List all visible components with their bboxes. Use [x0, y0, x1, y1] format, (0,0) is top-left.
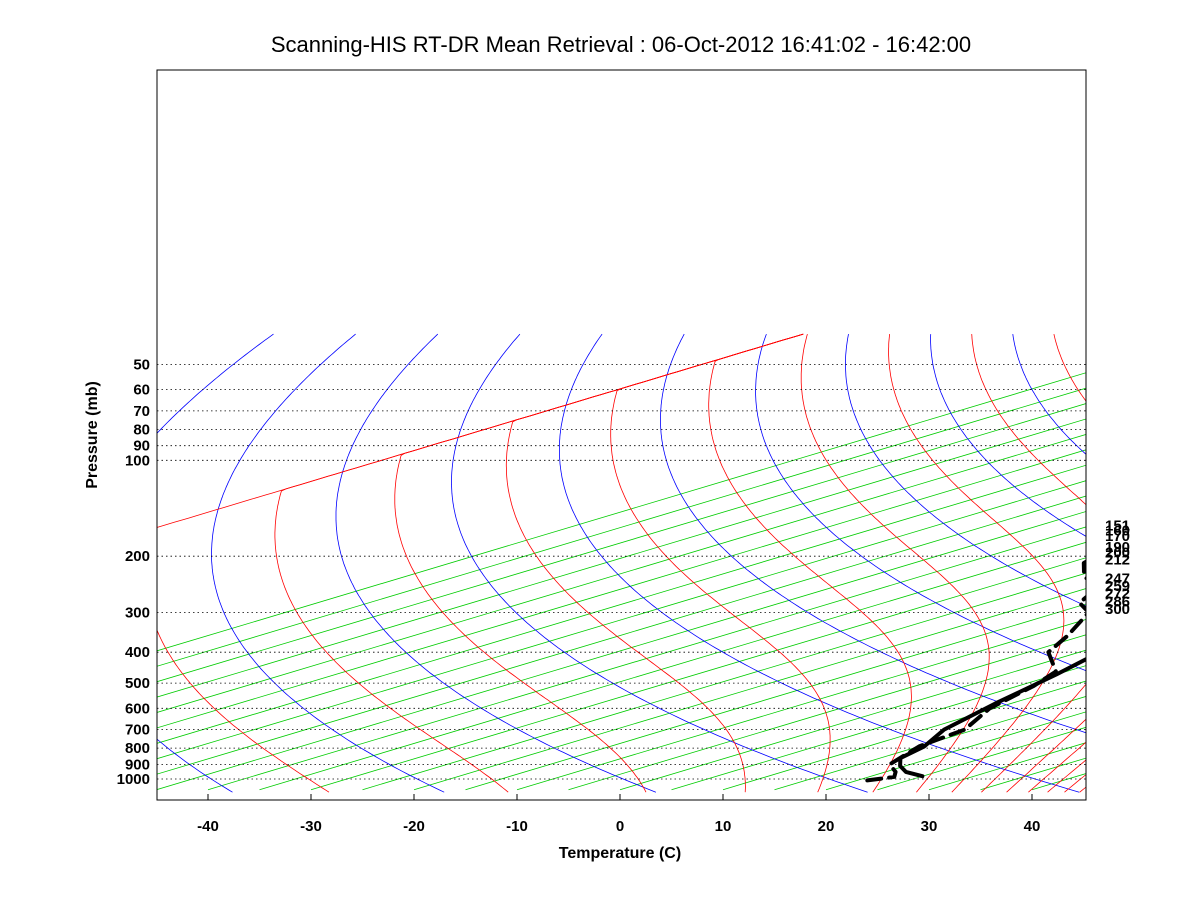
moist-adiabat-line — [708, 333, 912, 793]
isotherm-line — [568, 634, 1086, 791]
isotherm-line — [157, 387, 1086, 667]
dry-adiabat-line — [845, 334, 1086, 607]
isotherm-line — [362, 572, 1086, 791]
y-tick-label: 500 — [125, 675, 150, 692]
y-tick-label: 400 — [125, 644, 150, 661]
temperature-profile-line — [898, 656, 1086, 779]
right-label: 151 — [1105, 517, 1130, 534]
dry-adiabat-line — [157, 333, 274, 793]
isotherm-line — [157, 372, 1086, 652]
isotherm-line — [774, 696, 1086, 791]
isotherm-line — [157, 464, 1086, 744]
dry-adiabat-line — [755, 333, 1086, 672]
isotherm-line — [157, 434, 1086, 713]
isotherm-line — [157, 449, 1086, 729]
x-tick-label: -30 — [300, 818, 322, 835]
right-label: 286 — [1105, 593, 1130, 610]
dry-adiabat-line — [930, 334, 1086, 537]
isotherm-line — [157, 511, 1086, 790]
y-tick-label: 600 — [125, 700, 150, 717]
isotherm-line — [157, 480, 1086, 760]
isotherm-line — [157, 403, 1086, 683]
x-tick-label: -40 — [197, 818, 219, 835]
y-axis-label: Pressure (mb) — [84, 381, 101, 489]
isotherm-line — [310, 557, 1086, 791]
chart-title: Scanning-HIS RT-DR Mean Retrieval : 06-O… — [271, 32, 971, 57]
isotherm-line — [516, 618, 1086, 791]
y-tick-label: 90 — [133, 438, 150, 455]
dry-adiabat-line — [211, 333, 445, 793]
right-label: 160 — [1105, 522, 1130, 539]
dry-adiabat-line — [335, 333, 657, 793]
dry-adiabat-lines — [157, 333, 1086, 793]
right-label: 300 — [1105, 601, 1130, 618]
y-tick-label: 300 — [125, 604, 150, 621]
isotherm-line — [207, 526, 1086, 791]
dry-adiabat-line — [451, 333, 868, 793]
x-axis-label: Temperature (C) — [559, 845, 681, 862]
isotherm-line — [671, 665, 1086, 791]
isotherm-line — [619, 649, 1086, 791]
right-label: 212 — [1105, 552, 1130, 569]
x-tick-label: -20 — [403, 818, 425, 835]
right-label: 190 — [1105, 539, 1130, 556]
moist-adiabat-lines — [157, 333, 1086, 793]
y-tick-label: 80 — [133, 421, 150, 438]
y-tick-label: 50 — [133, 356, 150, 373]
x-tick-label: 30 — [921, 818, 938, 835]
y-tick-label: 70 — [133, 403, 150, 420]
y-tick-label: 900 — [125, 756, 150, 773]
x-tick-label: 40 — [1024, 818, 1041, 835]
moist-adiabat-line — [610, 333, 831, 793]
dry-adiabat-line — [559, 333, 1080, 793]
x-tick-label: 20 — [818, 818, 835, 835]
x-tick-label: -10 — [506, 818, 528, 835]
right-label: 272 — [1105, 586, 1130, 603]
y-tick-label: 800 — [125, 740, 150, 757]
moist-adiabat-line — [888, 334, 1065, 793]
dewpoint-profile-line — [865, 559, 1086, 783]
right-label: 170 — [1105, 528, 1130, 545]
profile-series — [865, 559, 1086, 783]
isotherm-line — [157, 418, 1086, 698]
y-tick-label: 1000 — [117, 771, 150, 788]
y-tick-label: 60 — [133, 382, 150, 399]
moist-adiabat-line — [971, 334, 1086, 793]
right-label: 200 — [1105, 545, 1130, 562]
plot-frame — [156, 69, 1087, 801]
x-tick-label: 10 — [715, 818, 732, 835]
isotherm-line — [825, 711, 1086, 791]
moist-adiabat-line — [505, 333, 804, 793]
dry-adiabat-line — [660, 333, 1086, 734]
y-tick-label: 100 — [125, 452, 150, 469]
y-tick-label: 200 — [125, 548, 150, 565]
right-label: 247 — [1105, 571, 1130, 588]
x-axis-ticks: -40 -30 -20 -10 0 10 20 30 40 — [197, 794, 1040, 835]
pressure-gridlines — [157, 363, 1086, 780]
isotherm-line — [413, 588, 1086, 791]
x-tick-label: 0 — [616, 818, 624, 835]
isotherm-line — [465, 603, 1086, 791]
isotherm-line — [259, 541, 1086, 791]
y-tick-label: 700 — [125, 722, 150, 739]
dry-adiabat-line — [1012, 334, 1086, 455]
isotherm-line — [157, 495, 1086, 775]
right-label: 259 — [1105, 578, 1130, 595]
